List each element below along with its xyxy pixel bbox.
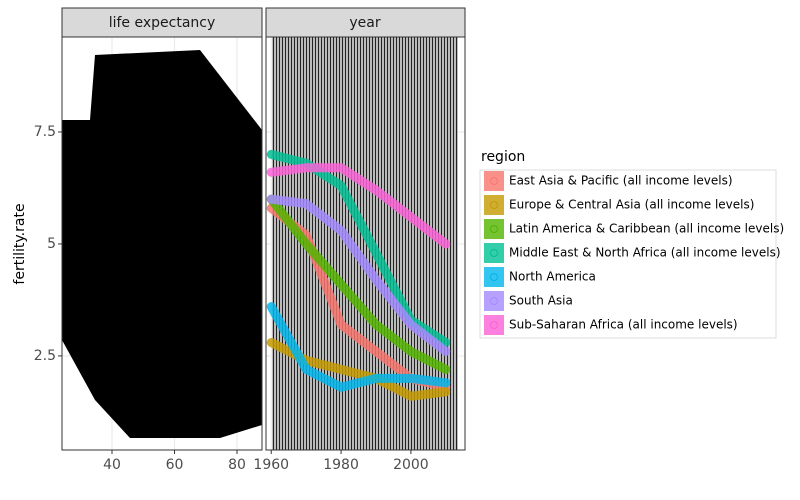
legend-key-point bbox=[490, 201, 498, 209]
point bbox=[236, 389, 251, 404]
legend-key-point bbox=[490, 321, 498, 329]
point bbox=[130, 389, 144, 404]
label-stripes bbox=[272, 37, 458, 450]
point bbox=[98, 156, 113, 171]
legend-key bbox=[484, 267, 504, 287]
series-line bbox=[266, 302, 451, 392]
series-line bbox=[266, 163, 451, 249]
legend-key bbox=[484, 315, 504, 335]
legend-label: Middle East & North Africa (all income l… bbox=[509, 246, 781, 260]
point bbox=[205, 407, 219, 422]
legend-label: East Asia & Pacific (all income levels) bbox=[509, 174, 733, 188]
x-tick-label: 1980 bbox=[323, 457, 359, 473]
legend-label: South Asia bbox=[509, 294, 573, 308]
legend-label: North America bbox=[509, 270, 596, 284]
legend-label: Sub-Saharan Africa (all income levels) bbox=[509, 318, 738, 332]
series-line bbox=[266, 194, 451, 356]
legend-key bbox=[484, 195, 504, 215]
legend-key bbox=[484, 291, 504, 311]
y-tick-label: 2.5 bbox=[34, 348, 56, 364]
legend-label: Europe & Central Asia (all income levels… bbox=[509, 198, 754, 212]
point bbox=[167, 290, 182, 305]
legend-title: region bbox=[481, 149, 525, 165]
x-tick-label: 60 bbox=[166, 457, 184, 473]
x-tick-label: 2000 bbox=[393, 457, 429, 473]
legend-key-point bbox=[490, 177, 498, 185]
y-tick-label: 7.5 bbox=[34, 124, 56, 140]
strip-label: life expectancy bbox=[109, 15, 216, 31]
point bbox=[123, 62, 138, 77]
point bbox=[136, 66, 151, 81]
x-tick-label: 80 bbox=[228, 457, 246, 473]
y-tick-label: 5 bbox=[47, 236, 56, 252]
strip bbox=[265, 7, 466, 38]
point bbox=[86, 147, 101, 162]
point bbox=[186, 210, 201, 225]
point bbox=[173, 169, 188, 184]
legend-label: Latin America & Caribbean (all income le… bbox=[509, 222, 784, 236]
point bbox=[73, 120, 88, 135]
point bbox=[223, 366, 238, 381]
legend-key-point bbox=[490, 273, 498, 281]
x-tick-label: 1960 bbox=[253, 457, 289, 473]
point bbox=[161, 138, 176, 153]
legend-key bbox=[484, 171, 504, 191]
legend-key bbox=[484, 243, 504, 263]
legend-box bbox=[479, 169, 777, 339]
point bbox=[92, 362, 107, 377]
x-tick-label: 40 bbox=[103, 457, 121, 473]
legend-key-point bbox=[490, 225, 498, 233]
legend-key-point bbox=[490, 297, 498, 305]
legend-key-point bbox=[490, 249, 498, 257]
strip-label: year bbox=[349, 15, 380, 31]
y-axis-title: fertility.rate bbox=[12, 203, 28, 284]
point bbox=[211, 326, 226, 341]
point bbox=[142, 227, 157, 242]
legend-key bbox=[484, 219, 504, 239]
point bbox=[117, 192, 132, 207]
point bbox=[148, 107, 163, 122]
point bbox=[111, 75, 126, 90]
strip bbox=[61, 7, 263, 38]
series-line bbox=[266, 194, 451, 374]
label-mass bbox=[62, 50, 262, 438]
point bbox=[198, 272, 213, 287]
